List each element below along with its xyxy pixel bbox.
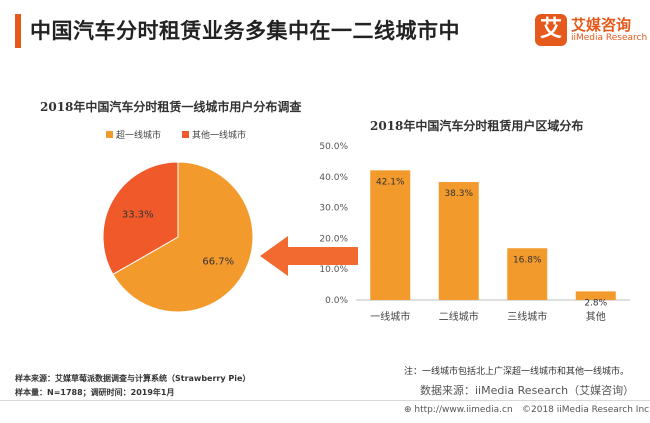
pie-chart-title: 2018年中国汽车分时租赁一线城市用户分布调查 (40, 100, 302, 114)
y-tick-label: 20.0% (319, 234, 348, 244)
bar (370, 170, 411, 300)
footer-divider (0, 400, 650, 401)
bar-chart-title: 2018年中国汽车分时租赁用户区域分布 (370, 119, 584, 133)
bar-value-label: 16.8% (513, 255, 542, 265)
globe-icon: ⊕ (404, 405, 412, 415)
legend-label: 超一线城市 (116, 131, 162, 141)
brand-logo: 艾 艾媒咨询 iiMedia Research (535, 12, 647, 52)
pie-legend-item: 其他一线城市 (182, 128, 246, 141)
sample-source: 样本来源：艾媒草莓派数据调查与计算系统（Strawberry Pie） (15, 374, 251, 383)
bar-value-label: 38.3% (444, 189, 473, 199)
bar (438, 182, 479, 300)
pie-slice-label: 66.7% (202, 256, 234, 267)
sample-size: 样本量：N=1788；调研时间：2019年1月 (15, 388, 175, 397)
bar-chart: 0.0% 10.0% 20.0% 30.0% 40.0% 50.0% 42.1% 一线城市 38… (319, 142, 630, 323)
copyright: ©2018 iiMedia Research Inc (522, 405, 650, 415)
logo-english-name: iiMedia Research (571, 33, 648, 43)
bar-value-label: 2.8% (584, 298, 607, 308)
x-tick-label: 一线城市 (370, 310, 410, 323)
bar-value-label: 42.1% (376, 177, 405, 187)
y-tick-label: 50.0% (319, 142, 348, 152)
website-link[interactable]: ⊕ http://www.iimedia.cn (404, 405, 513, 415)
pie-slice-label: 33.3% (122, 210, 154, 221)
logo-mark-icon: 艾 (535, 14, 567, 46)
legend-swatch-icon (106, 131, 113, 138)
x-tick-label: 其他 (586, 310, 606, 323)
website-url: http://www.iimedia.cn (414, 405, 513, 415)
y-tick-label: 30.0% (319, 204, 348, 214)
x-tick-label: 二线城市 (439, 310, 479, 323)
title-accent-bar (15, 14, 21, 48)
bar (575, 291, 616, 300)
bar (507, 248, 548, 300)
y-tick-label: 10.0% (319, 265, 348, 275)
pie-slice (112, 161, 254, 313)
direction-arrow-icon (260, 236, 358, 276)
page-title: 中国汽车分时租赁业务多集中在一二线城市中 (30, 19, 460, 43)
x-tick-label: 三线城市 (507, 310, 547, 323)
pie-chart: 66.7% 33.3% (102, 161, 254, 313)
data-source: 数据来源：iiMedia Research（艾媒咨询） (420, 384, 635, 397)
pie-legend-item: 超一线城市 (106, 128, 161, 141)
y-tick-label: 0.0% (325, 296, 348, 306)
bar-chart-note: 注：一线城市包括北上广深超一线城市和其他一线城市。 (404, 367, 630, 377)
pie-slice (102, 161, 179, 276)
legend-label: 其他一线城市 (192, 131, 247, 141)
logo-chinese-name: 艾媒咨询 (571, 16, 632, 34)
legend-swatch-icon (182, 131, 189, 138)
y-tick-label: 40.0% (319, 173, 348, 183)
